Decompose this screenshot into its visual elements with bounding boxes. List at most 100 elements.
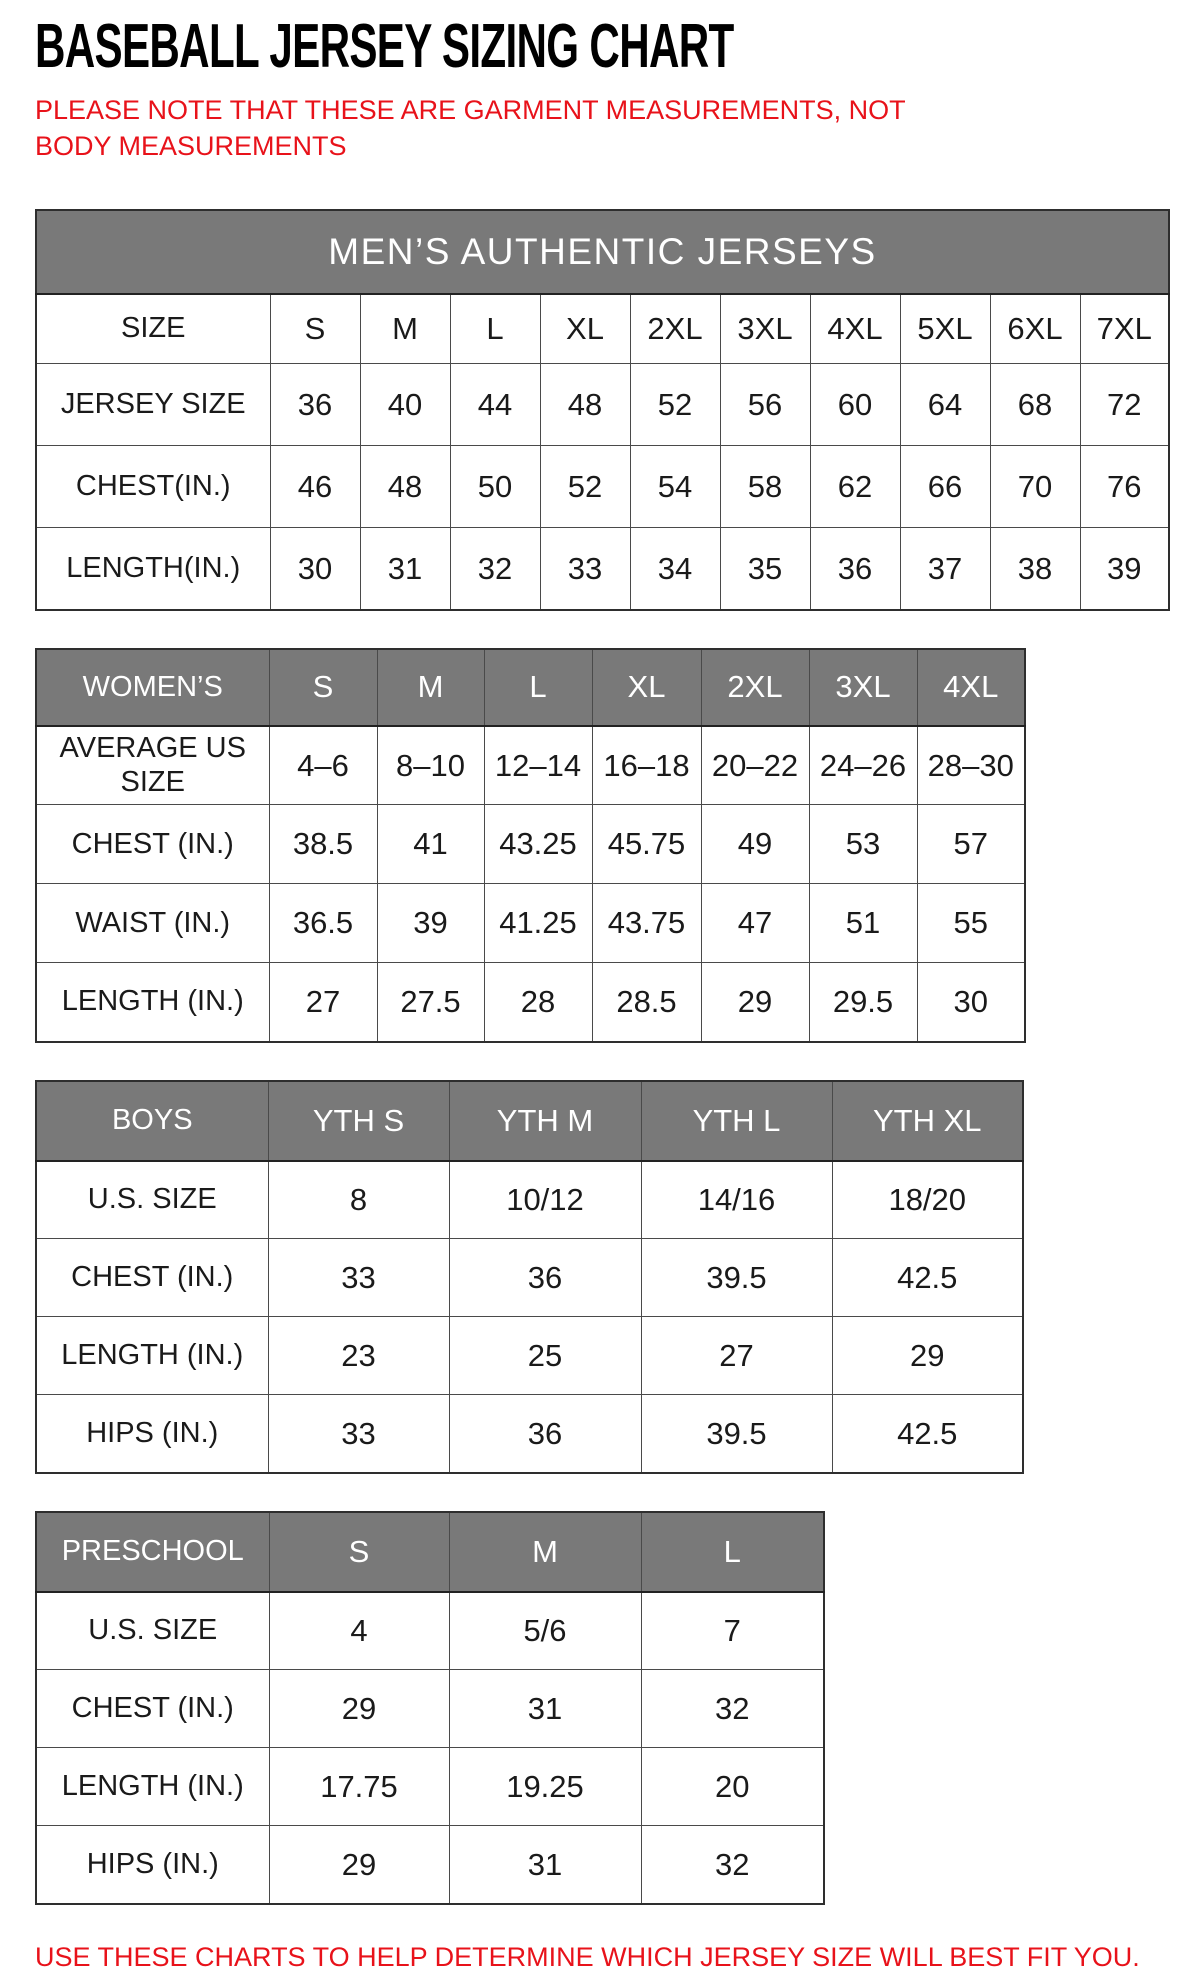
size-header-cell: XL (591, 648, 702, 727)
value-cell: 31 (359, 527, 451, 611)
size-header-cell: 2XL (700, 648, 810, 727)
row-label-cell: HIPS (IN.) (35, 1825, 270, 1905)
size-header-cell: 7XL (1079, 293, 1170, 365)
size-header-cell: M (376, 648, 485, 727)
value-cell: 41.25 (483, 883, 593, 964)
value-cell: 54 (629, 445, 721, 529)
value-cell: 40 (359, 363, 451, 447)
value-cell: 19.25 (448, 1747, 642, 1827)
table-row: CHEST (IN.) 33 36 39.5 42.5 (35, 1238, 1024, 1318)
table-row: JERSEY SIZE 36 40 44 48 52 56 60 64 68 72 (35, 363, 1170, 447)
fit-advice-footer: USE THESE CHARTS TO HELP DETERMINE WHICH… (35, 1941, 1140, 1972)
size-header-cell: L (640, 1511, 825, 1593)
table-row: HIPS (IN.) 33 36 39.5 42.5 (35, 1394, 1024, 1474)
value-cell: 47 (700, 883, 810, 964)
value-cell: 29 (268, 1825, 450, 1905)
table-row: LENGTH(IN.) 30 31 32 33 34 35 36 37 38 39 (35, 527, 1170, 611)
value-cell: 55 (916, 883, 1026, 964)
table-row: AVERAGE US SIZE 4–6 8–10 12–14 16–18 20–22 24–… (35, 725, 1026, 806)
value-cell: 42.5 (831, 1238, 1024, 1318)
value-cell: 28 (483, 962, 593, 1043)
value-cell: 33 (267, 1238, 450, 1318)
header-row: BOYS YTH S YTH M YTH L YTH XL (35, 1080, 1024, 1162)
row-label-cell: CHEST (IN.) (35, 1669, 270, 1749)
size-header-cell: XL (539, 293, 631, 365)
table-row: LENGTH (IN.) 27 27.5 28 28.5 29 29.5 30 (35, 962, 1026, 1043)
value-cell: 68 (989, 363, 1081, 447)
garment-measurement-note: PLEASE NOTE THAT THESE ARE GARMENT MEASU… (35, 95, 906, 161)
value-cell: 17.75 (268, 1747, 450, 1827)
size-header-cell: L (449, 293, 541, 365)
value-cell: 20–22 (700, 725, 810, 806)
size-header-cell: 3XL (808, 648, 918, 727)
value-cell: 4 (268, 1591, 450, 1671)
row-label-cell: LENGTH (IN.) (35, 1316, 269, 1396)
banner-row: MEN’S AUTHENTIC JERSEYS (35, 209, 1170, 295)
size-header-cell: YTH L (640, 1080, 833, 1162)
value-cell: 12–14 (483, 725, 593, 806)
value-cell: 31 (448, 1825, 642, 1905)
size-header-cell: YTH M (448, 1080, 642, 1162)
value-cell: 42.5 (831, 1394, 1024, 1474)
row-label-cell: AVERAGE US SIZE (35, 725, 270, 806)
boys-sizing-table: BOYS YTH S YTH M YTH L YTH XL U.S. SIZE 8 10/12… (35, 1079, 1024, 1474)
value-cell: 25 (448, 1316, 642, 1396)
row-label-cell: LENGTH (IN.) (35, 962, 270, 1043)
table-row: CHEST (IN.) 29 31 32 (35, 1669, 825, 1749)
value-cell: 46 (269, 445, 361, 529)
value-cell: 14/16 (640, 1160, 833, 1240)
value-cell: 36 (809, 527, 901, 611)
value-cell: 32 (640, 1669, 825, 1749)
table-row: CHEST (IN.) 38.5 41 43.25 45.75 49 53 57 (35, 804, 1026, 885)
size-header-cell: 5XL (899, 293, 991, 365)
value-cell: 36 (448, 1238, 642, 1318)
value-cell: 7 (640, 1591, 825, 1671)
value-cell: 48 (359, 445, 451, 529)
value-cell: 39.5 (640, 1394, 833, 1474)
value-cell: 50 (449, 445, 541, 529)
size-header-cell: 4XL (916, 648, 1026, 727)
row-label-cell: CHEST(IN.) (35, 445, 271, 529)
value-cell: 4–6 (268, 725, 378, 806)
table-row: LENGTH (IN.) 17.75 19.25 20 (35, 1747, 825, 1827)
size-header-cell: 2XL (629, 293, 721, 365)
row-label-cell: LENGTH(IN.) (35, 527, 271, 611)
value-cell: 52 (539, 445, 631, 529)
value-cell: 39.5 (640, 1238, 833, 1318)
value-cell: 23 (267, 1316, 450, 1396)
value-cell: 62 (809, 445, 901, 529)
value-cell: 27 (640, 1316, 833, 1396)
value-cell: 36 (269, 363, 361, 447)
row-label-cell: U.S. SIZE (35, 1160, 269, 1240)
size-header-cell: S (269, 293, 361, 365)
value-cell: 28.5 (591, 962, 702, 1043)
value-cell: 30 (269, 527, 361, 611)
womens-sizing-table: WOMEN’S S M L XL 2XL 3XL 4XL AVERAGE US SIZE 4–6 8… (35, 647, 1026, 1043)
value-cell: 36 (448, 1394, 642, 1474)
row-label-cell: WAIST (IN.) (35, 883, 270, 964)
row-label-cell: LENGTH (IN.) (35, 1747, 270, 1827)
value-cell: 43.25 (483, 804, 593, 885)
value-cell: 38 (989, 527, 1081, 611)
value-cell: 16–18 (591, 725, 702, 806)
value-cell: 33 (539, 527, 631, 611)
header-label-cell: SIZE (35, 293, 271, 365)
mens-banner: MEN’S AUTHENTIC JERSEYS (35, 209, 1170, 295)
value-cell: 38.5 (268, 804, 378, 885)
value-cell: 70 (989, 445, 1081, 529)
mens-sizing-table: MEN’S AUTHENTIC JERSEYS SIZE S M L XL 2XL 3XL 4X… (35, 208, 1170, 611)
table-row: WAIST (IN.) 36.5 39 41.25 43.75 47 51 55 (35, 883, 1026, 964)
table-row: HIPS (IN.) 29 31 32 (35, 1825, 825, 1905)
value-cell: 29 (268, 1669, 450, 1749)
value-cell: 28–30 (916, 725, 1026, 806)
table-row: CHEST(IN.) 46 48 50 52 54 58 62 66 70 76 (35, 445, 1170, 529)
header-label-cell: BOYS (35, 1080, 269, 1162)
value-cell: 32 (640, 1825, 825, 1905)
value-cell: 49 (700, 804, 810, 885)
size-header-cell: M (448, 1511, 642, 1593)
value-cell: 76 (1079, 445, 1170, 529)
value-cell: 29 (700, 962, 810, 1043)
value-cell: 72 (1079, 363, 1170, 447)
value-cell: 5/6 (448, 1591, 642, 1671)
value-cell: 45.75 (591, 804, 702, 885)
